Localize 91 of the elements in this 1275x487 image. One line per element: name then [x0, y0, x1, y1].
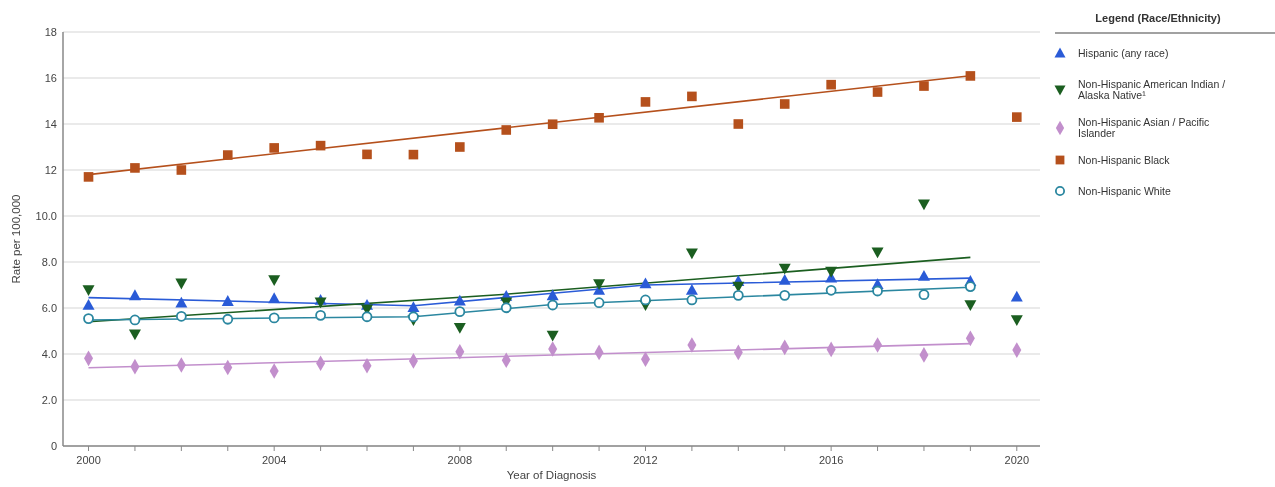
point [501, 125, 512, 135]
point [964, 300, 977, 312]
point [454, 306, 466, 318]
point [640, 97, 651, 107]
point [455, 142, 465, 152]
point [175, 278, 188, 290]
point [687, 91, 697, 102]
legend-label: Non-Hispanic Asian / Pacific Islander [1078, 115, 1210, 140]
y-tick-label: 12 [44, 163, 57, 176]
point [965, 71, 976, 81]
y-tick-label: 6.0 [41, 301, 57, 314]
point [129, 314, 141, 326]
point [685, 248, 698, 260]
point [825, 266, 838, 278]
point [175, 296, 188, 308]
legend-label: Non-Hispanic White [1078, 184, 1171, 197]
point [82, 285, 95, 297]
point [733, 119, 744, 129]
point [640, 294, 651, 306]
point [315, 309, 326, 321]
x-tick-label: 2016 [818, 454, 844, 466]
point [130, 163, 140, 173]
point [546, 289, 559, 301]
point [222, 150, 233, 160]
point [1010, 290, 1023, 302]
point [917, 270, 930, 281]
point [83, 313, 94, 324]
x-tick-label: 2004 [261, 454, 287, 466]
point [547, 119, 558, 130]
x-tick-label: 2000 [76, 454, 101, 466]
point [500, 302, 512, 314]
point [1010, 315, 1023, 326]
point [314, 297, 327, 309]
point [732, 289, 744, 301]
point [825, 284, 837, 296]
x-tick-label: 2012 [633, 454, 658, 466]
y-tick-label: 4.0 [41, 347, 57, 360]
point [546, 330, 559, 342]
point [222, 313, 234, 325]
point [918, 289, 930, 301]
point [964, 281, 976, 293]
point [779, 289, 791, 301]
point [83, 172, 94, 182]
y-tick-label: 10.0 [35, 209, 57, 222]
point [408, 311, 419, 323]
legend-label: Non-Hispanic American Indian / Alaska Native¹ [1078, 77, 1226, 102]
point [871, 247, 884, 259]
y-axis-title: Rate per 100,000 [10, 194, 22, 284]
y-tick-label: 2.0 [41, 393, 57, 406]
x-tick-label: 2020 [1004, 454, 1030, 466]
point [361, 311, 373, 323]
legend-label: Hispanic (any race) [1078, 46, 1169, 59]
point [362, 149, 372, 160]
point [779, 99, 790, 109]
point [128, 329, 141, 341]
y-tick-label: 14 [44, 117, 57, 130]
point [778, 263, 791, 275]
point [778, 273, 791, 285]
point [686, 294, 698, 306]
point [453, 294, 466, 306]
point [594, 112, 604, 123]
point [872, 285, 883, 297]
point [407, 301, 420, 313]
point [128, 289, 141, 301]
point [269, 143, 279, 153]
point [268, 292, 281, 304]
point [175, 310, 187, 322]
point [593, 297, 605, 309]
point [1011, 112, 1022, 122]
point [917, 199, 930, 211]
legend-title: Legend (Race/Ethnicity) [1095, 12, 1221, 24]
point [268, 275, 281, 286]
legend-label: Non-Hispanic Black [1078, 153, 1171, 166]
y-tick-label: 8.0 [41, 255, 57, 268]
point [826, 79, 836, 90]
y-tick-label: 0 [50, 439, 57, 452]
x-tick-label: 2008 [447, 454, 473, 466]
point [547, 299, 559, 311]
y-tick-label: 16 [44, 71, 57, 84]
point [593, 279, 606, 291]
point [639, 277, 652, 289]
point [82, 299, 95, 310]
y-tick-label: 18 [44, 25, 57, 38]
point [221, 295, 234, 306]
point [268, 312, 280, 324]
point [453, 322, 466, 334]
point [919, 81, 929, 91]
point [176, 165, 187, 175]
point [685, 284, 698, 295]
point [872, 87, 883, 97]
x-axis-title: Year of Diagnosis [506, 469, 597, 481]
